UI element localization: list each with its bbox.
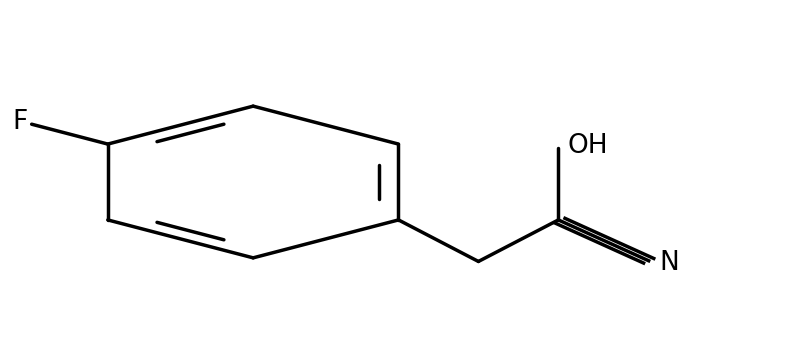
Text: F: F xyxy=(12,110,27,135)
Text: OH: OH xyxy=(568,133,609,159)
Text: N: N xyxy=(660,250,679,276)
